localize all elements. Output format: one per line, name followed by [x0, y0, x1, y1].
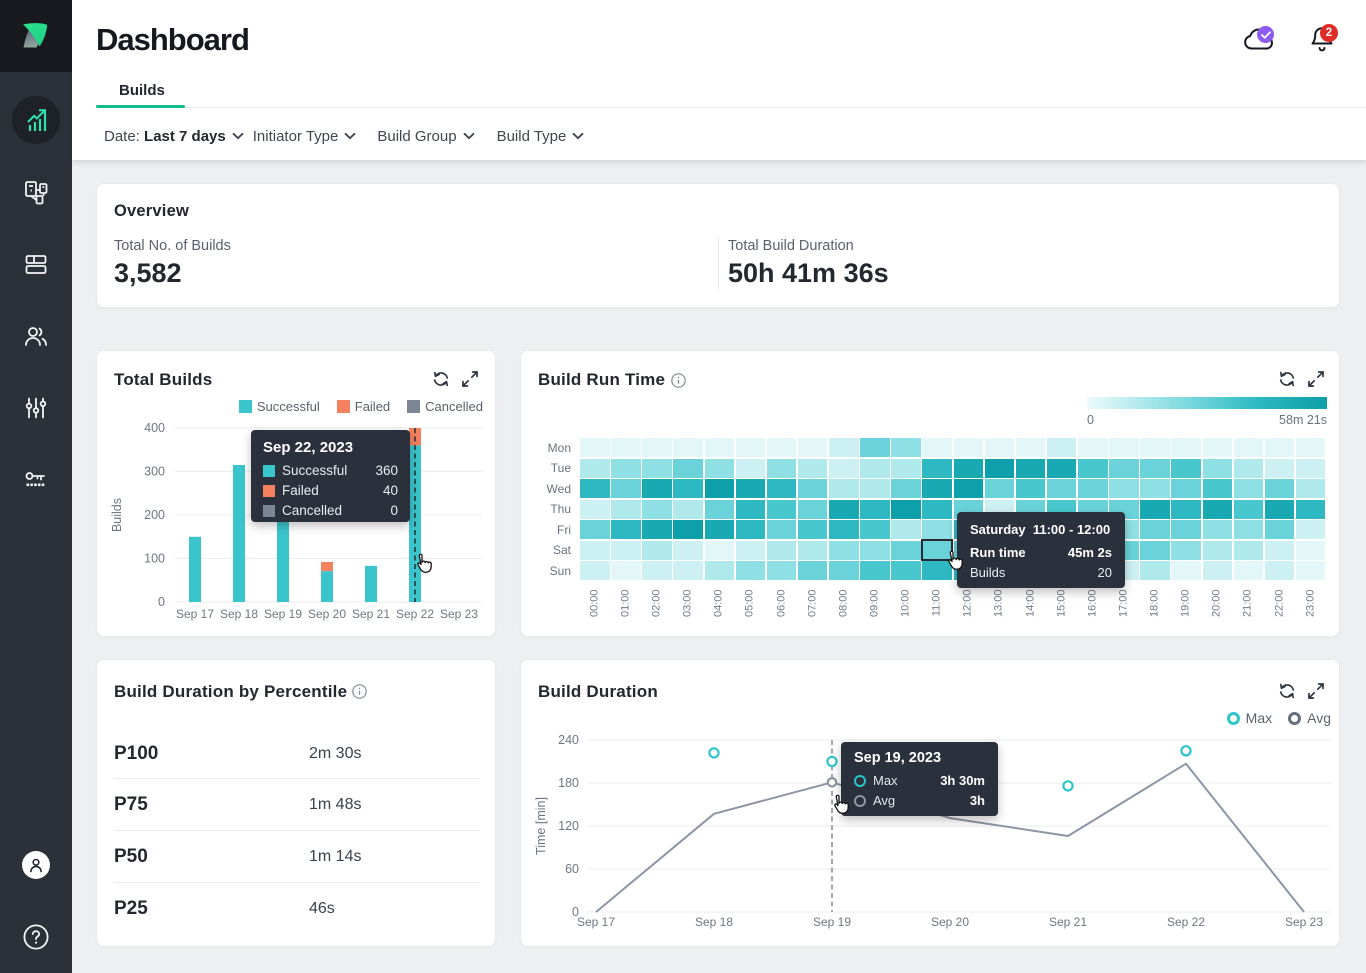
svg-text:Sep 20: Sep 20 — [308, 607, 346, 621]
svg-text:Sep 17: Sep 17 — [176, 607, 214, 621]
svg-text:Sep 22: Sep 22 — [396, 607, 434, 621]
svg-text:Sep 21: Sep 21 — [1049, 915, 1087, 929]
svg-text:Sep 19: Sep 19 — [264, 607, 302, 621]
svg-text:240: 240 — [558, 733, 579, 747]
svg-text:Sep 18: Sep 18 — [695, 915, 733, 929]
svg-text:Builds: Builds — [110, 498, 124, 532]
svg-text:Sep 18: Sep 18 — [220, 607, 258, 621]
svg-text:300: 300 — [144, 465, 165, 479]
svg-text:Sep 17: Sep 17 — [577, 915, 615, 929]
svg-text:120: 120 — [558, 819, 579, 833]
svg-text:180: 180 — [558, 776, 579, 790]
svg-text:Sep 23: Sep 23 — [1285, 915, 1323, 929]
svg-text:Time [min]: Time [min] — [534, 797, 548, 855]
svg-text:Sep 23: Sep 23 — [440, 607, 478, 621]
svg-text:Sep 22: Sep 22 — [1167, 915, 1205, 929]
svg-text:200: 200 — [144, 508, 165, 522]
svg-text:Sep 21: Sep 21 — [352, 607, 390, 621]
svg-text:0: 0 — [572, 905, 579, 919]
svg-text:Sep 20: Sep 20 — [931, 915, 969, 929]
svg-text:400: 400 — [144, 421, 165, 435]
svg-text:60: 60 — [565, 862, 579, 876]
svg-text:Sep 19: Sep 19 — [813, 915, 851, 929]
svg-text:100: 100 — [144, 552, 165, 566]
svg-text:0: 0 — [158, 595, 165, 609]
